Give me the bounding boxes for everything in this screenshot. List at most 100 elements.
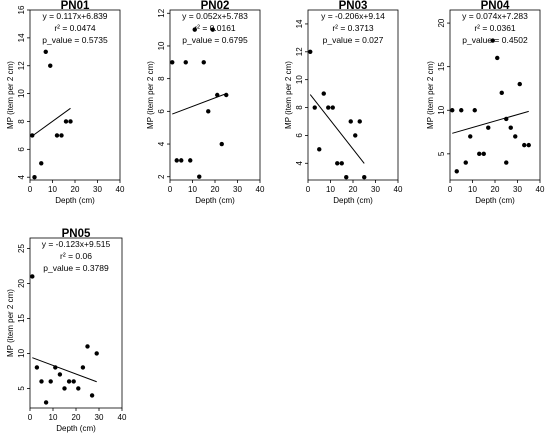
- data-point: [312, 105, 317, 110]
- data-point: [85, 344, 90, 349]
- x-axis-label: Depth (cm): [195, 196, 235, 205]
- panel-title: PN04: [481, 0, 510, 12]
- data-point: [48, 63, 53, 68]
- y-tick-label: 8: [157, 76, 166, 81]
- y-tick-label: 15: [17, 313, 26, 322]
- x-tick-label: 10: [468, 185, 477, 194]
- data-point: [495, 55, 500, 61]
- y-tick-label: 10: [17, 348, 26, 357]
- regression-stat: r² = 0.3713: [332, 23, 374, 33]
- y-tick-label: 4: [295, 161, 304, 166]
- data-point: [219, 141, 224, 147]
- data-point: [326, 105, 331, 110]
- data-point: [490, 38, 495, 43]
- y-axis-label: MP (item per 2 cm): [6, 289, 15, 357]
- y-tick-label: 8: [295, 105, 304, 110]
- x-axis-label: Depth (cm): [55, 196, 95, 205]
- x-tick-label: 30: [233, 185, 242, 194]
- data-point: [517, 81, 522, 87]
- x-tick-label: 30: [513, 185, 522, 194]
- data-point: [174, 158, 179, 163]
- x-tick-label: 0: [448, 185, 453, 194]
- data-point: [308, 49, 313, 55]
- data-point: [477, 151, 482, 157]
- x-tick-label: 10: [326, 185, 335, 194]
- regression-stat: y = 0.052x+5.783: [182, 11, 248, 21]
- data-point: [472, 108, 477, 113]
- data-point: [463, 160, 468, 165]
- regression-line: [452, 110, 529, 134]
- data-point: [339, 161, 344, 166]
- data-point: [450, 108, 455, 113]
- data-point: [80, 365, 86, 370]
- data-point: [459, 108, 464, 113]
- data-point: [362, 175, 367, 180]
- data-point: [481, 151, 486, 157]
- x-tick-label: 0: [306, 185, 311, 194]
- data-point: [210, 27, 215, 32]
- x-tick-label: 40: [256, 185, 265, 194]
- x-tick-label: 0: [168, 185, 173, 194]
- y-tick-label: 6: [295, 133, 304, 138]
- regression-stat: r² = 0.0361: [474, 23, 516, 33]
- x-tick-label: 40: [116, 185, 125, 194]
- data-point: [348, 119, 353, 124]
- data-point: [32, 175, 37, 180]
- data-point: [54, 133, 60, 138]
- data-point: [48, 379, 53, 384]
- y-axis-label: MP (item per 2 cm): [284, 61, 293, 129]
- data-point: [30, 133, 35, 138]
- data-point: [62, 386, 67, 391]
- x-tick-label: 20: [491, 185, 500, 194]
- data-point: [513, 134, 518, 139]
- regression-stat: p_value = 0.5735: [42, 35, 108, 45]
- y-tick-label: 20: [437, 18, 446, 27]
- y-tick-label: 14: [17, 33, 26, 42]
- y-tick-label: 6: [17, 147, 26, 152]
- x-axis-label: Depth (cm): [475, 196, 515, 205]
- data-point: [39, 161, 44, 166]
- data-point: [335, 161, 340, 166]
- data-point: [522, 142, 527, 148]
- data-point: [526, 142, 531, 148]
- data-point: [499, 90, 504, 96]
- y-tick-label: 16: [17, 5, 26, 14]
- regression-line: [32, 357, 97, 383]
- y-axis-label: MP (item per 2 cm): [146, 61, 155, 129]
- data-point: [188, 158, 193, 163]
- data-point: [508, 125, 513, 130]
- regression-stat: p_value = 0.3789: [43, 263, 109, 273]
- data-point: [215, 92, 220, 98]
- y-tick-label: 15: [437, 62, 446, 71]
- regression-stat: p_value = 0.6795: [182, 35, 248, 45]
- y-tick-label: 10: [17, 89, 26, 98]
- data-point: [454, 169, 459, 174]
- y-tick-label: 4: [157, 141, 166, 146]
- data-point: [94, 351, 99, 356]
- y-tick-label: 14: [295, 19, 304, 28]
- data-point: [59, 133, 64, 138]
- data-point: [353, 133, 358, 138]
- regression-stat: r² = 0.0161: [194, 23, 236, 33]
- x-axis-label: Depth (cm): [56, 424, 96, 433]
- y-tick-label: 10: [157, 41, 166, 50]
- y-tick-label: 5: [17, 386, 26, 391]
- data-point: [486, 125, 491, 130]
- x-tick-label: 20: [71, 185, 80, 194]
- y-tick-label: 12: [157, 8, 166, 17]
- x-tick-label: 30: [95, 413, 104, 422]
- data-point: [53, 365, 58, 370]
- y-tick-label: 20: [17, 278, 26, 287]
- data-point: [43, 400, 49, 405]
- y-axis-label: MP (item per 2 cm): [426, 61, 435, 129]
- x-tick-label: 40: [394, 185, 403, 194]
- regression-stat: y = -0.123x+9.515: [42, 239, 111, 249]
- x-tick-label: 30: [371, 185, 380, 194]
- panel-title: PN02: [201, 0, 230, 12]
- y-tick-label: 6: [157, 109, 166, 114]
- x-tick-label: 10: [48, 185, 57, 194]
